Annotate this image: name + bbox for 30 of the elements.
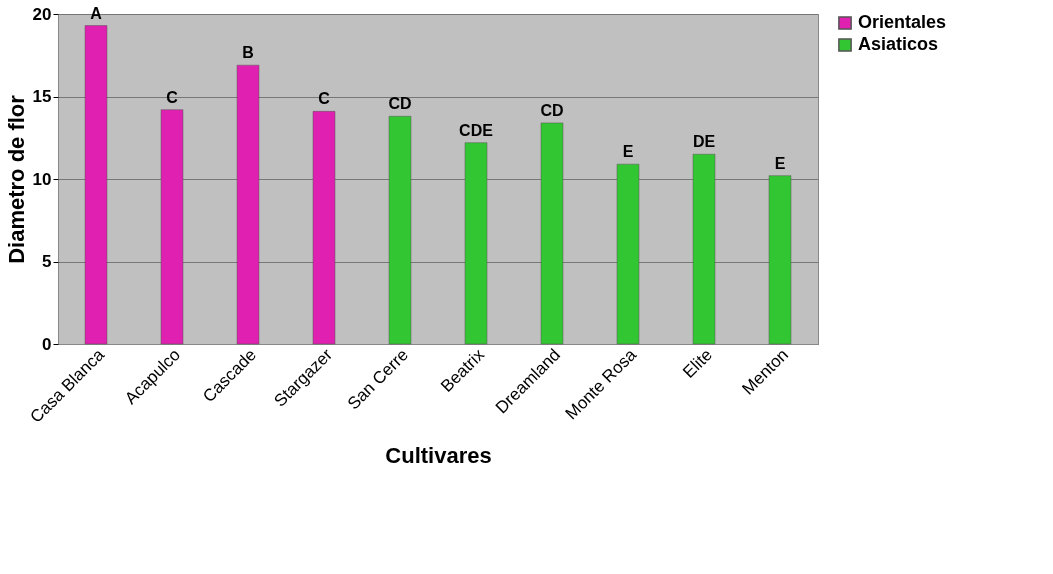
bar bbox=[464, 142, 488, 345]
data-label: B bbox=[242, 44, 254, 62]
legend-label: Orientales bbox=[858, 12, 947, 32]
bar bbox=[768, 175, 792, 345]
x-tick-label: Elite bbox=[679, 345, 717, 382]
bar bbox=[388, 116, 412, 345]
bar bbox=[312, 111, 336, 345]
data-label: E bbox=[774, 154, 786, 172]
data-label: C bbox=[166, 88, 179, 106]
bar bbox=[84, 25, 108, 345]
data-label: C bbox=[318, 90, 331, 108]
legend-label: Asiaticos bbox=[858, 34, 939, 54]
data-label: CD bbox=[540, 101, 564, 119]
y-tick-label: 20 bbox=[32, 4, 52, 24]
y-tick-label: 0 bbox=[42, 334, 52, 354]
bar bbox=[616, 163, 640, 345]
x-axis-title: Cultivares bbox=[385, 442, 492, 468]
bar bbox=[160, 109, 184, 345]
data-label: A bbox=[90, 4, 103, 22]
y-tick-label: 5 bbox=[42, 252, 52, 271]
y-axis-title: Diametro de flor bbox=[3, 94, 29, 264]
bar bbox=[692, 154, 716, 345]
bar bbox=[540, 122, 564, 345]
y-tick-label: 10 bbox=[32, 169, 52, 189]
data-label: E bbox=[622, 143, 634, 161]
y-tick-label: 15 bbox=[32, 87, 52, 106]
bar bbox=[236, 64, 260, 345]
data-label: CD bbox=[388, 95, 412, 113]
data-label: DE bbox=[692, 133, 716, 151]
data-label: CDE bbox=[459, 121, 494, 139]
